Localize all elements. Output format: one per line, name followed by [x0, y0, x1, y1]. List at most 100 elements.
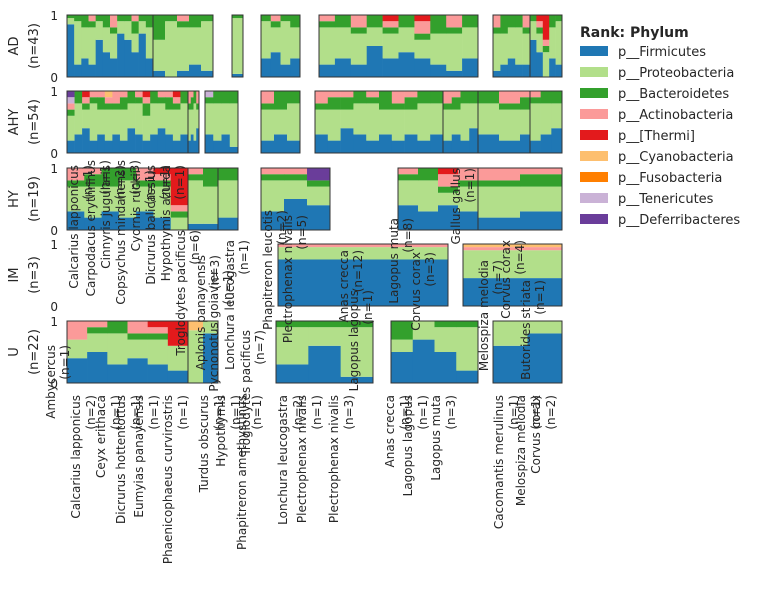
bar-segment [327, 109, 341, 141]
legend-label: p__Cyanobacteria [618, 150, 734, 165]
bar-segment [131, 33, 139, 53]
bar-segment [460, 91, 470, 104]
bar-segment [382, 58, 399, 77]
row-label: AHY [7, 109, 22, 136]
bar-segment [147, 321, 169, 328]
legend-label: p__Proteobacteria [618, 66, 734, 81]
bar-segment [180, 134, 189, 153]
bar-segment [205, 91, 214, 98]
bar-segment [87, 352, 108, 383]
bar-segment [430, 33, 447, 65]
bar-segment [127, 333, 148, 340]
bar-segment [334, 15, 352, 28]
bar-segment [451, 134, 461, 153]
group-border [260, 167, 331, 231]
bar-segment [261, 58, 272, 77]
bar-segment [443, 103, 453, 110]
bar-group [187, 90, 200, 154]
bar-segment [118, 217, 137, 230]
x-axis-n-label: (n=2) [84, 395, 98, 430]
bar-segment [456, 370, 479, 383]
legend-label: p__Actinobacteria [618, 108, 733, 123]
bar-segment [451, 91, 461, 98]
bar-segment [261, 103, 275, 110]
bar-segment [412, 321, 435, 340]
bar-segment [213, 140, 222, 153]
bar-segment [201, 21, 214, 71]
bar-segment [458, 186, 479, 212]
bar-segment [142, 103, 151, 116]
bar-segment [165, 15, 178, 22]
y-tick-label: 0 [50, 224, 58, 238]
x-axis-n-label: (n=2) [544, 395, 558, 430]
bar-segment [446, 27, 463, 34]
bar-segment [418, 211, 439, 230]
bar-segment [366, 103, 380, 141]
bar-segment [136, 211, 154, 230]
bar-segment [530, 21, 537, 40]
x-axis-n-label: (n=3) [444, 395, 458, 430]
bar-segment [87, 321, 108, 328]
bar-segment [172, 97, 181, 104]
y-tick-label: 1 [50, 315, 58, 329]
bar-segment [118, 168, 137, 181]
legend-swatch [580, 214, 608, 224]
bar-segment [493, 33, 501, 71]
bar-segment [555, 64, 563, 77]
bar-segment [530, 15, 537, 22]
x-axis-label: Plectrophenax nivalis [327, 395, 341, 523]
bar-segment [430, 15, 447, 34]
bar-segment [102, 15, 111, 28]
group-border [318, 14, 479, 78]
bar-segment [117, 15, 125, 22]
group-label: Gallus gallus [449, 168, 463, 245]
bar-segment [203, 223, 219, 230]
bar-segment [451, 109, 461, 135]
bar-segment [177, 21, 190, 28]
bar-segment [522, 33, 531, 65]
bar-segment [463, 247, 563, 251]
y-tick-label: 1 [50, 238, 58, 252]
bar-segment [97, 97, 106, 110]
bar-segment [280, 21, 291, 65]
bar-segment [172, 140, 181, 153]
group-label: Troglodytes pacificus [174, 230, 188, 357]
bar-segment [87, 333, 108, 352]
bar-segment [101, 168, 120, 187]
group-border [231, 14, 244, 78]
bar-segment [205, 134, 214, 153]
bar-segment [536, 15, 544, 22]
bar-segment [540, 91, 552, 104]
bar-segment [507, 15, 516, 28]
legend-entry: p__Tenericutes [580, 192, 714, 207]
bar-segment [261, 140, 275, 153]
bar-segment [124, 21, 132, 40]
bar-segment [74, 103, 83, 135]
legend-label: p__Fusobacteria [618, 171, 722, 186]
bar-segment [138, 15, 147, 22]
bar-segment [353, 134, 367, 153]
group-n-label: (n=1) [58, 345, 72, 380]
bar-segment [95, 15, 104, 22]
bar-segment [196, 109, 200, 129]
bar-segment [536, 21, 544, 28]
group-label: Troglodytes pacificus [239, 330, 253, 457]
bar-segment [280, 64, 291, 77]
bar-segment [101, 186, 120, 212]
bar-group [442, 90, 479, 154]
bar-segment [493, 15, 501, 28]
bar-segment [522, 64, 531, 77]
bar-group [314, 90, 444, 154]
bar-segment [136, 168, 154, 181]
legend-swatch [580, 172, 608, 182]
group-n-label: (n=1) [158, 165, 172, 200]
bar-segment [67, 91, 75, 98]
x-axis-label: Turdus obscurus [197, 395, 211, 493]
bar-segment [104, 109, 113, 141]
bar-segment [319, 27, 336, 65]
bar-segment [180, 91, 189, 104]
bar-segment [88, 64, 96, 77]
bar-segment [530, 97, 541, 104]
bar-segment [499, 109, 521, 141]
bar-segment [438, 168, 459, 175]
